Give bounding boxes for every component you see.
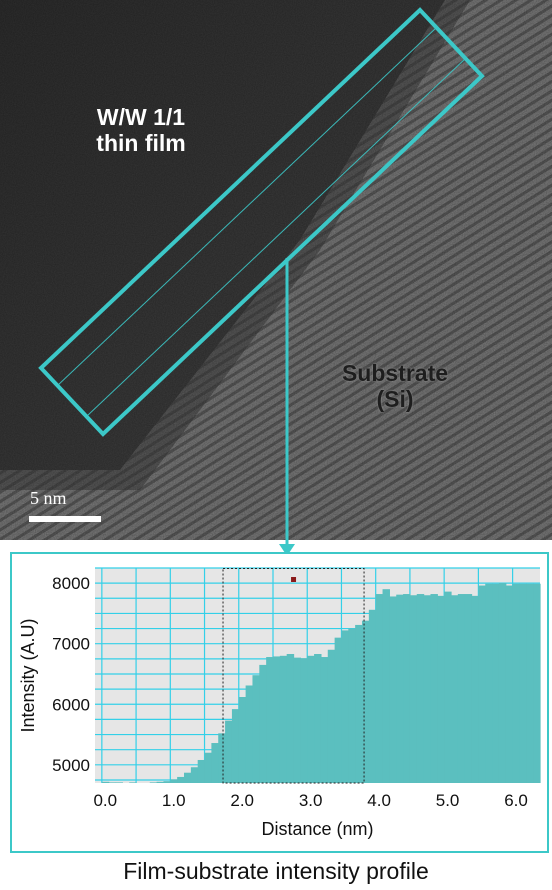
y-tick-label: 8000 <box>52 574 90 593</box>
profile-bar <box>211 743 219 783</box>
marker-point <box>291 577 297 583</box>
profile-bar <box>300 658 308 783</box>
profile-bar <box>375 594 384 783</box>
tem-micrograph: W/W 1/1 thin film Substrate (Si) 5 nm <box>0 0 552 540</box>
profile-bar <box>101 781 110 783</box>
x-tick-label: 0.0 <box>93 791 117 810</box>
profile-bar <box>437 595 445 783</box>
profile-bar <box>163 781 171 783</box>
profile-bar <box>314 654 322 783</box>
profile-bar <box>416 594 425 783</box>
film-label-line1: W/W 1/1 <box>96 104 186 130</box>
film-label: W/W 1/1 thin film <box>66 104 216 157</box>
profile-bar <box>170 779 178 783</box>
profile-bar <box>341 630 349 783</box>
profile-bar <box>430 594 438 783</box>
x-tick-label: 5.0 <box>436 791 460 810</box>
profile-bar <box>293 657 301 783</box>
profile-bar <box>389 596 397 783</box>
figure-caption: Film-substrate intensity profile <box>123 858 429 884</box>
x-tick-labels: 0.0 1.0 2.0 3.0 4.0 5.0 6.0 <box>93 791 527 810</box>
profile-bar <box>471 595 479 783</box>
y-tick-labels: 5000 6000 7000 8000 <box>52 574 90 775</box>
profile-bar <box>218 733 226 783</box>
profile-bar <box>498 583 507 783</box>
profile-bar <box>327 649 336 783</box>
profile-bar <box>245 685 254 783</box>
profile-bar <box>259 664 267 783</box>
profile-bar <box>533 583 541 783</box>
intensity-chart: 0.0 1.0 2.0 3.0 4.0 5.0 6.0 5000 6000 7000 8000 D… <box>18 567 541 839</box>
y-tick-label: 5000 <box>52 756 90 775</box>
profile-bar <box>403 594 411 783</box>
profile-box <box>38 7 485 437</box>
substrate-label-line2: (Si) <box>376 386 414 413</box>
profile-bar <box>348 628 356 783</box>
profile-bar <box>197 759 206 783</box>
profile-bar <box>526 583 534 783</box>
profile-bar <box>190 767 199 783</box>
profile-bar <box>505 585 514 783</box>
profile-bar <box>334 637 343 783</box>
profile-bar <box>519 583 527 783</box>
x-tick-label: 1.0 <box>162 791 186 810</box>
profile-bar <box>279 655 288 783</box>
y-tick-label: 7000 <box>52 635 90 654</box>
x-tick-label: 3.0 <box>299 791 323 810</box>
profile-bar <box>231 709 240 783</box>
y-tick-label: 6000 <box>52 695 90 714</box>
scale-bar <box>29 516 101 522</box>
profile-bar <box>184 772 192 783</box>
profile-bar <box>444 591 452 783</box>
profile-bar <box>320 657 329 783</box>
profile-bar <box>423 595 432 783</box>
profile-bar <box>478 585 486 783</box>
profile-bar <box>266 657 274 783</box>
intensity-chart-panel: 0.0 1.0 2.0 3.0 4.0 5.0 6.0 5000 6000 7000 8000 D… <box>10 552 549 853</box>
profile-bar <box>409 595 418 783</box>
x-tick-label: 6.0 <box>504 791 528 810</box>
profile-bar <box>396 594 404 783</box>
profile-bar <box>177 776 185 783</box>
profile-bar <box>156 781 165 783</box>
substrate-label-line1: Substrate <box>341 360 449 386</box>
y-axis-label: Intensity (A.U) <box>18 618 38 732</box>
profile-bar <box>115 782 123 783</box>
profile-bar <box>512 583 521 783</box>
profile-bar <box>149 782 158 783</box>
profile-bar <box>451 595 459 783</box>
x-tick-label: 2.0 <box>230 791 254 810</box>
profile-bar <box>492 583 500 783</box>
profile-bar <box>307 655 315 783</box>
tem-image <box>0 0 552 540</box>
profile-bar <box>252 675 260 783</box>
profile-bars <box>101 583 541 783</box>
profile-bar <box>457 594 466 783</box>
scale-bar-label: 5 nm <box>30 488 67 508</box>
x-axis-label: Distance (nm) <box>261 819 373 839</box>
profile-bar <box>464 594 473 783</box>
profile-bar <box>485 583 493 783</box>
profile-bar <box>108 782 117 783</box>
profile-bar <box>368 609 377 783</box>
profile-bar <box>238 697 247 783</box>
profile-bar <box>204 752 212 783</box>
highlight-region <box>222 568 365 784</box>
profile-bar <box>225 720 233 783</box>
profile-bar <box>286 654 295 783</box>
profile-bar <box>355 624 363 783</box>
x-tick-label: 4.0 <box>367 791 391 810</box>
profile-bar <box>382 589 390 783</box>
profile-bar <box>129 782 137 783</box>
film-label-line2: thin film <box>96 130 186 157</box>
profile-bar <box>273 656 281 783</box>
substrate-label: Substrate (Si) <box>300 360 490 413</box>
profile-bar <box>362 620 370 783</box>
